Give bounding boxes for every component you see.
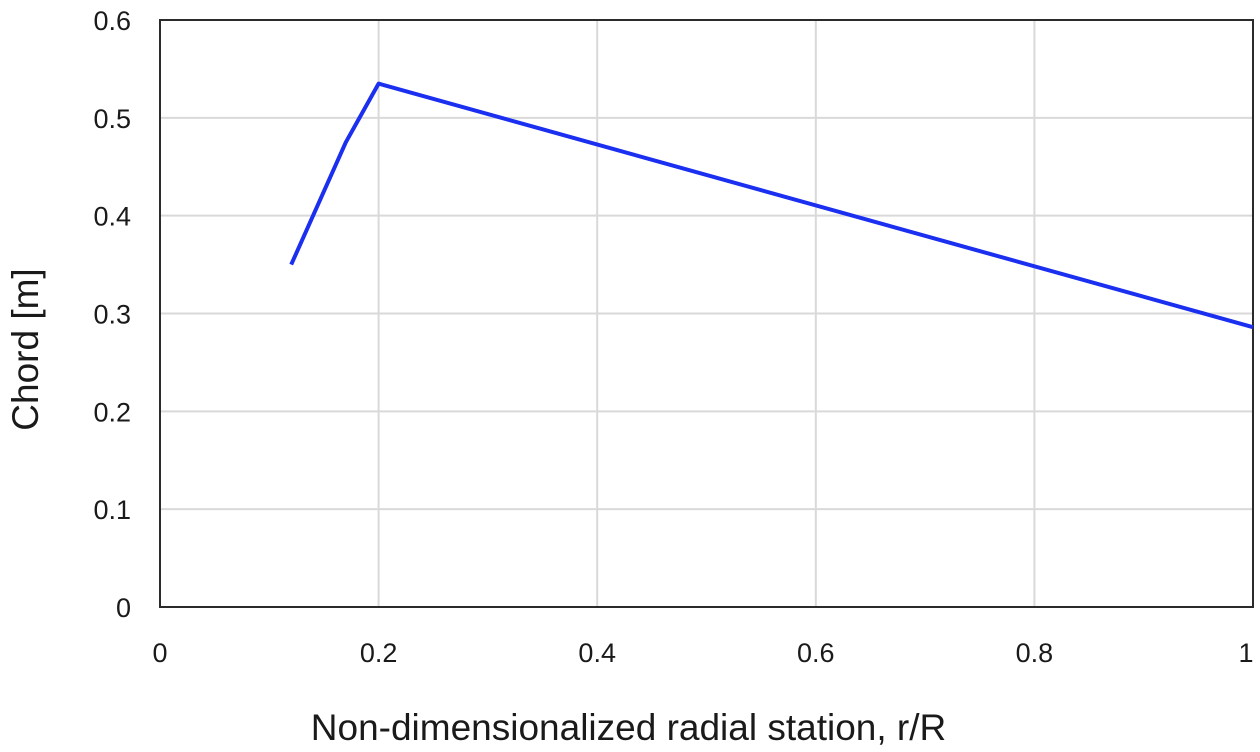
plot-area-frame	[159, 19, 1254, 608]
y-axis-ticks: 0 0.1 0.2 0.3 0.4 0.5 0.6	[93, 6, 131, 623]
x-tick-label: 0.6	[797, 638, 835, 668]
y-tick-label: 0.1	[93, 495, 131, 525]
series-line	[289, 81, 1254, 330]
y-tick-label: 0.6	[93, 6, 131, 36]
x-tick-label: 0.8	[1016, 638, 1054, 668]
x-tick-label: 0.2	[360, 638, 398, 668]
y-tick-label: 0.5	[93, 104, 131, 134]
x-tick-label: 1	[1238, 638, 1253, 668]
series-group	[289, 81, 1254, 330]
grid	[160, 20, 1253, 607]
x-axis-title: Non-dimensionalized radial station, r/R	[311, 707, 946, 748]
y-tick-label: 0.2	[93, 397, 131, 427]
x-tick-label: 0	[152, 638, 167, 668]
x-tick-label: 0.4	[578, 638, 616, 668]
x-axis-ticks: 0 0.2 0.4 0.6 0.8 1	[152, 638, 1253, 668]
y-tick-label: 0	[116, 593, 131, 623]
y-axis-title: Chord [m]	[5, 268, 46, 430]
y-tick-label: 0.3	[93, 300, 131, 330]
y-tick-label: 0.4	[93, 202, 131, 232]
